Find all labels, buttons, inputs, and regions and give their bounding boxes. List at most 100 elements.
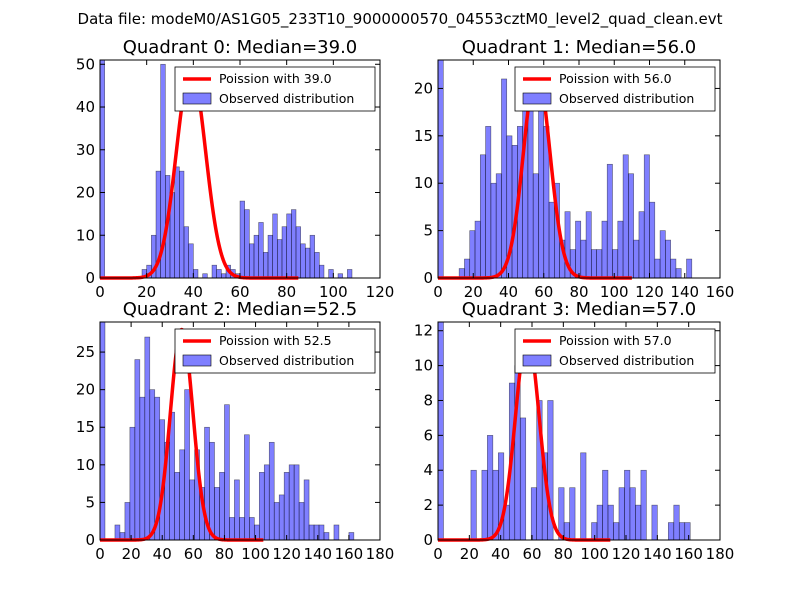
quadrant-1-xtick-label: 60 bbox=[534, 283, 553, 301]
quadrant-1-ytick-label: 15 bbox=[414, 127, 433, 145]
quadrant-1-xtick-label: 40 bbox=[499, 283, 518, 301]
quadrant-3-hist-bar bbox=[684, 522, 691, 541]
quadrant-3-hist-bar bbox=[602, 469, 609, 541]
quadrant-3-ytick-label: 2 bbox=[423, 496, 433, 514]
quadrant-0-ytick-label: 40 bbox=[76, 98, 95, 116]
quadrant-3-xtick-label: 60 bbox=[522, 545, 541, 563]
quadrant-3-xtick-label: 80 bbox=[554, 545, 573, 563]
quadrant-0-hist-bar bbox=[319, 264, 325, 279]
quadrant-0-hist-bar bbox=[295, 226, 301, 279]
quadrant-1-hist-bar bbox=[474, 220, 481, 279]
quadrant-3-xtick-label: 0 bbox=[433, 545, 443, 563]
quadrant-1-hist-bar bbox=[612, 249, 619, 279]
quadrant-2-hist-bar bbox=[224, 404, 230, 541]
quadrant-0-hist-bar bbox=[291, 209, 297, 279]
quadrant-2-legend-observed-label: Observed distribution bbox=[219, 353, 354, 368]
quadrant-2-hist-bar bbox=[209, 441, 215, 541]
quadrant-0-hist-bar bbox=[305, 247, 311, 279]
quadrant-3-legend-poisson-label: Poission with 57.0 bbox=[559, 333, 672, 348]
quadrant-3-legend-observed-label: Observed distribution bbox=[559, 353, 694, 368]
quadrant-2-xtick-label: 100 bbox=[241, 545, 270, 563]
quadrant-1-hist-bar bbox=[675, 268, 682, 279]
quadrant-2-hist-bar bbox=[278, 494, 285, 541]
quadrant-3-ytick-label: 4 bbox=[423, 461, 433, 479]
quadrant-0-hist-bar bbox=[337, 273, 343, 279]
quadrant-1-hist-bar bbox=[686, 258, 693, 279]
quadrant-1-legend-bar-swatch bbox=[522, 92, 552, 105]
quadrant-0-panel: Quadrant 0: Median=39.0 0 20 40 60 80 100 120 0… bbox=[76, 37, 394, 301]
quadrant-3-hist-bar bbox=[530, 487, 538, 541]
quadrant-2-xtick-label: 60 bbox=[184, 545, 203, 563]
quadrant-3-hist-bar bbox=[596, 504, 603, 541]
quadrant-0-xtick-label: 20 bbox=[137, 283, 156, 301]
quadrant-1-hist-bar bbox=[659, 230, 666, 279]
quadrant-0-ytick-label: 30 bbox=[76, 141, 95, 159]
quadrant-2-xtick-label: 20 bbox=[122, 545, 141, 563]
quadrant-2-xtick-label: 120 bbox=[272, 545, 301, 563]
quadrant-1-hist-bar bbox=[580, 239, 587, 279]
quadrant-2-hist-bar bbox=[293, 464, 300, 541]
quadrant-2-hist-bar bbox=[219, 472, 225, 541]
quadrant-1-panel: Quadrant 1: Median=56.0 0 20 40 60 80 100 120 1… bbox=[414, 37, 734, 301]
quadrant-3-ytick-label: 12 bbox=[414, 322, 433, 340]
quadrant-3-xtick-label: 100 bbox=[580, 545, 609, 563]
quadrant-3-legend-bar-swatch bbox=[522, 354, 552, 367]
quadrant-2-hist-bar bbox=[239, 517, 245, 541]
quadrant-1-hist-bar bbox=[548, 201, 555, 279]
quadrant-1-ytick-label: 5 bbox=[423, 222, 433, 240]
quadrant-0-title: Quadrant 0: Median=39.0 bbox=[123, 37, 358, 58]
quadrant-2-hist-bar bbox=[184, 389, 190, 541]
quadrant-3-hist-bar bbox=[613, 522, 620, 541]
quadrant-0-hist-bar bbox=[193, 269, 199, 279]
quadrant-1-ytick-label: 10 bbox=[414, 174, 433, 192]
quadrant-2-hist-bar bbox=[129, 426, 136, 541]
quadrant-2-hist-bar bbox=[114, 524, 121, 541]
quadrant-1-hist-bar bbox=[670, 258, 677, 279]
quadrant-3-hist-bar bbox=[678, 522, 686, 541]
quadrant-0-ytick-label: 50 bbox=[76, 55, 95, 73]
quadrant-1-hist-bar bbox=[617, 220, 624, 279]
quadrant-1-xtick-label: 120 bbox=[635, 283, 664, 301]
quadrant-3-hist-bar bbox=[624, 469, 631, 541]
quadrant-2-hist-bar bbox=[298, 502, 305, 541]
quadrant-3-xtick-label: 40 bbox=[491, 545, 510, 563]
quadrant-3-hist-bar bbox=[519, 417, 527, 541]
quadrant-2-hist-bar bbox=[144, 336, 151, 541]
quadrant-2-hist-bar bbox=[139, 396, 146, 541]
quadrant-0-hist-bar bbox=[174, 166, 180, 279]
quadrant-3-xtick-label: 120 bbox=[612, 545, 641, 563]
quadrant-3-hist-bar bbox=[487, 435, 494, 541]
quadrant-0-hist-bar bbox=[244, 209, 250, 279]
quadrant-0-hist-bar bbox=[277, 239, 283, 279]
quadrant-0-hist-bar bbox=[314, 252, 320, 279]
quadrant-3-axes-frame bbox=[437, 321, 721, 541]
quadrant-2-xtick-label: 180 bbox=[366, 545, 395, 563]
quadrant-2-panel: Quadrant 2: Median=52.5 0 20 40 60 80 100 120 1… bbox=[76, 299, 394, 563]
quadrant-1-xtick-label: 160 bbox=[706, 283, 735, 301]
quadrant-1-hist-bar bbox=[633, 239, 640, 279]
quadrant-3-ytick-label: 6 bbox=[423, 426, 433, 444]
quadrant-1-hist-bar bbox=[643, 154, 650, 279]
quadrant-3-hist-bar bbox=[470, 469, 477, 541]
quadrant-2-hist-bar bbox=[149, 389, 156, 541]
quadrant-1-hist-bar bbox=[601, 220, 608, 279]
quadrant-0-hist-bar bbox=[188, 243, 194, 279]
quadrant-2-hist-bar bbox=[318, 524, 325, 541]
quadrant-3-ytick-label: 0 bbox=[423, 531, 433, 549]
quadrant-0-hist-bar bbox=[281, 226, 287, 279]
quadrant-1-hist-bar bbox=[464, 258, 471, 279]
quadrant-2-hist-bar bbox=[214, 487, 220, 541]
quadrant-1-hist-bar bbox=[638, 211, 645, 279]
quadrant-1-hist-bar bbox=[479, 154, 486, 279]
quadrant-2-xtick-label: 160 bbox=[335, 545, 364, 563]
quadrant-1-hist-bar bbox=[606, 163, 613, 279]
quadrant-0-xtick-label: 80 bbox=[277, 283, 296, 301]
quadrant-2-hist-bar bbox=[258, 472, 265, 541]
quadrant-0-legend-observed-label: Observed distribution bbox=[219, 91, 354, 106]
quadrant-0-hist-bar bbox=[328, 269, 334, 279]
quadrant-0-hist-bar bbox=[249, 243, 255, 279]
quadrant-2-hist-bar bbox=[348, 532, 355, 541]
quadrant-0-hist-bar bbox=[99, 59, 105, 279]
quadrant-0-hist-bar bbox=[179, 170, 185, 279]
quadrant-2-axes-frame bbox=[99, 321, 381, 541]
